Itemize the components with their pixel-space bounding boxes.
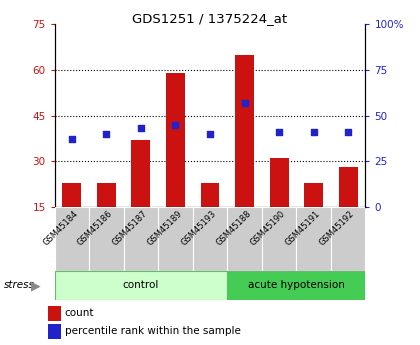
Bar bbox=[55, 271, 227, 300]
Point bbox=[241, 100, 248, 106]
Bar bbox=[235, 55, 254, 207]
Bar bbox=[55, 207, 89, 271]
Bar bbox=[131, 140, 150, 207]
Bar bbox=[193, 207, 227, 271]
Bar bbox=[262, 207, 297, 271]
Bar bbox=[166, 73, 185, 207]
Text: percentile rank within the sample: percentile rank within the sample bbox=[65, 326, 241, 336]
Bar bbox=[123, 207, 158, 271]
Text: control: control bbox=[123, 280, 159, 290]
Point bbox=[68, 137, 75, 142]
Text: stress: stress bbox=[4, 280, 35, 290]
Text: GSM45191: GSM45191 bbox=[284, 209, 322, 247]
Text: GSM45189: GSM45189 bbox=[145, 209, 184, 247]
Bar bbox=[304, 183, 323, 207]
Text: count: count bbox=[65, 308, 94, 318]
Point bbox=[310, 129, 317, 135]
Bar bbox=[200, 183, 220, 207]
Text: GSM45187: GSM45187 bbox=[110, 209, 149, 247]
Bar bbox=[227, 207, 262, 271]
Bar bbox=[339, 167, 357, 207]
Bar bbox=[158, 207, 193, 271]
Text: GSM45186: GSM45186 bbox=[76, 209, 115, 247]
Bar bbox=[48, 306, 61, 321]
Bar bbox=[97, 183, 116, 207]
Point bbox=[138, 126, 144, 131]
Text: GSM45190: GSM45190 bbox=[249, 209, 287, 247]
Bar bbox=[89, 207, 123, 271]
Point bbox=[276, 129, 282, 135]
Bar bbox=[270, 158, 289, 207]
Text: acute hypotension: acute hypotension bbox=[248, 280, 345, 290]
Text: GSM45192: GSM45192 bbox=[318, 209, 356, 247]
Bar bbox=[331, 207, 365, 271]
Text: GDS1251 / 1375224_at: GDS1251 / 1375224_at bbox=[132, 12, 288, 25]
Text: GSM45184: GSM45184 bbox=[42, 209, 80, 247]
Text: ▶: ▶ bbox=[31, 279, 40, 292]
Text: GSM45193: GSM45193 bbox=[180, 209, 218, 247]
Bar bbox=[227, 271, 365, 300]
Point bbox=[103, 131, 110, 137]
Bar bbox=[63, 183, 81, 207]
Bar bbox=[297, 207, 331, 271]
Text: GSM45188: GSM45188 bbox=[214, 209, 252, 247]
Point bbox=[172, 122, 179, 127]
Point bbox=[345, 129, 352, 135]
Point bbox=[207, 131, 213, 137]
Bar bbox=[48, 324, 61, 338]
